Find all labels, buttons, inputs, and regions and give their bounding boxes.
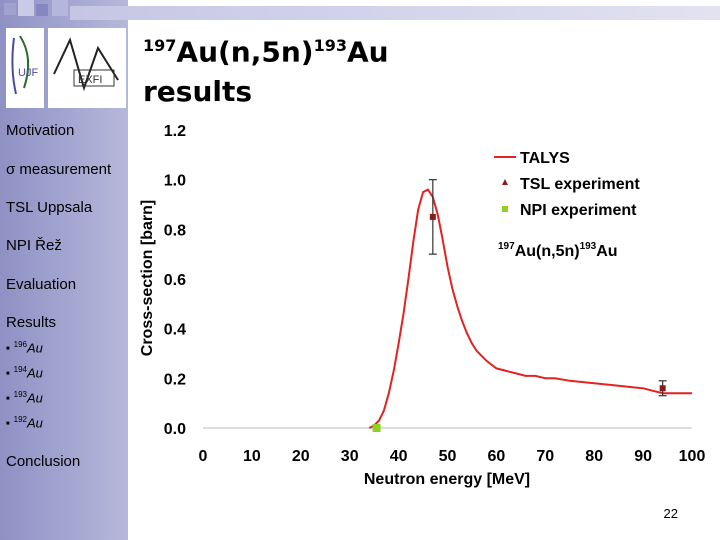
nav-item-measurement[interactable]: σ measurement: [6, 161, 112, 178]
nav-item-conclusion[interactable]: Conclusion: [6, 453, 81, 470]
x-axis-label: Neutron energy [MeV]: [364, 471, 530, 488]
svg-text:EXFI: EXFI: [78, 74, 102, 86]
nav-subitem-193au[interactable]: ■ 193Au: [6, 390, 43, 406]
x-tick-label: 50: [439, 448, 457, 465]
bullet-icon: ■: [6, 345, 10, 352]
ujf-logo: UJF: [6, 28, 44, 108]
legend-tsl-swatch: [502, 179, 508, 185]
talys-series-line: [368, 188, 692, 429]
legend: TALYS TSL experiment NPI experiment: [494, 150, 640, 219]
y-tick-label: 0.6: [164, 272, 186, 289]
x-tick-label: 90: [634, 448, 652, 465]
y-tick-label: 0.8: [164, 222, 186, 239]
decorative-squares: [0, 0, 720, 22]
nav-subitem-196au[interactable]: ■ 196Au: [6, 340, 43, 356]
x-tick-label: 40: [390, 448, 408, 465]
x-axis-ticks: 0 10 20 30 40 50 60 70 80 90 100: [199, 448, 706, 465]
y-tick-label: 0.4: [164, 322, 186, 339]
x-tick-label: 70: [536, 448, 554, 465]
npi-data-point: [372, 424, 381, 432]
legend-tsl-label: TSL experiment: [520, 176, 640, 193]
nav-item-evaluation[interactable]: Evaluation: [6, 276, 77, 293]
bullet-icon: ■: [6, 395, 10, 402]
institute-logo: EXFI: [48, 28, 126, 108]
y-tick-label: 1.2: [164, 123, 186, 140]
slide-subtitle: results: [143, 75, 253, 109]
nav-subitem-194au[interactable]: ■ 194Au: [6, 365, 43, 381]
slide-title: 197Au(n,5n)193Au results: [143, 26, 389, 112]
legend-npi-swatch: [502, 206, 508, 212]
nav-item-results[interactable]: Results: [6, 314, 57, 331]
x-tick-label: 60: [488, 448, 506, 465]
y-tick-label: 0.0: [164, 421, 186, 438]
x-tick-label: 10: [243, 448, 261, 465]
nav-subitem-192au[interactable]: ■ 192Au: [6, 415, 43, 431]
x-tick-label: 30: [341, 448, 359, 465]
svg-text:UJF: UJF: [18, 67, 38, 79]
tsl-data-point: [659, 385, 666, 392]
bullet-icon: ■: [6, 370, 10, 377]
y-tick-label: 1.0: [164, 173, 186, 190]
tsl-series-points: [428, 179, 667, 397]
legend-talys-label: TALYS: [520, 150, 570, 167]
nav-item-tsl-uppsala[interactable]: TSL Uppsala: [6, 199, 93, 216]
tsl-data-point: [429, 213, 436, 220]
x-tick-label: 80: [585, 448, 603, 465]
nav-item-motivation[interactable]: Motivation: [6, 122, 75, 139]
y-axis-label: Cross-section [barn]: [139, 200, 156, 356]
npi-series-points: [372, 424, 381, 432]
x-tick-label: 100: [679, 448, 706, 465]
x-tick-label: 0: [199, 448, 208, 465]
nav-item-npi-rez[interactable]: NPI Řež: [6, 237, 62, 254]
bullet-icon: ■: [6, 420, 10, 427]
legend-npi-label: NPI experiment: [520, 202, 637, 219]
chart-annotation: 197Au(n,5n)193Au: [498, 241, 618, 260]
y-tick-label: 0.2: [164, 371, 186, 388]
x-tick-label: 20: [292, 448, 310, 465]
y-axis-ticks: 0.0 0.2 0.4 0.6 0.8 1.0 1.2: [164, 123, 186, 438]
page-number: 22: [663, 506, 678, 521]
